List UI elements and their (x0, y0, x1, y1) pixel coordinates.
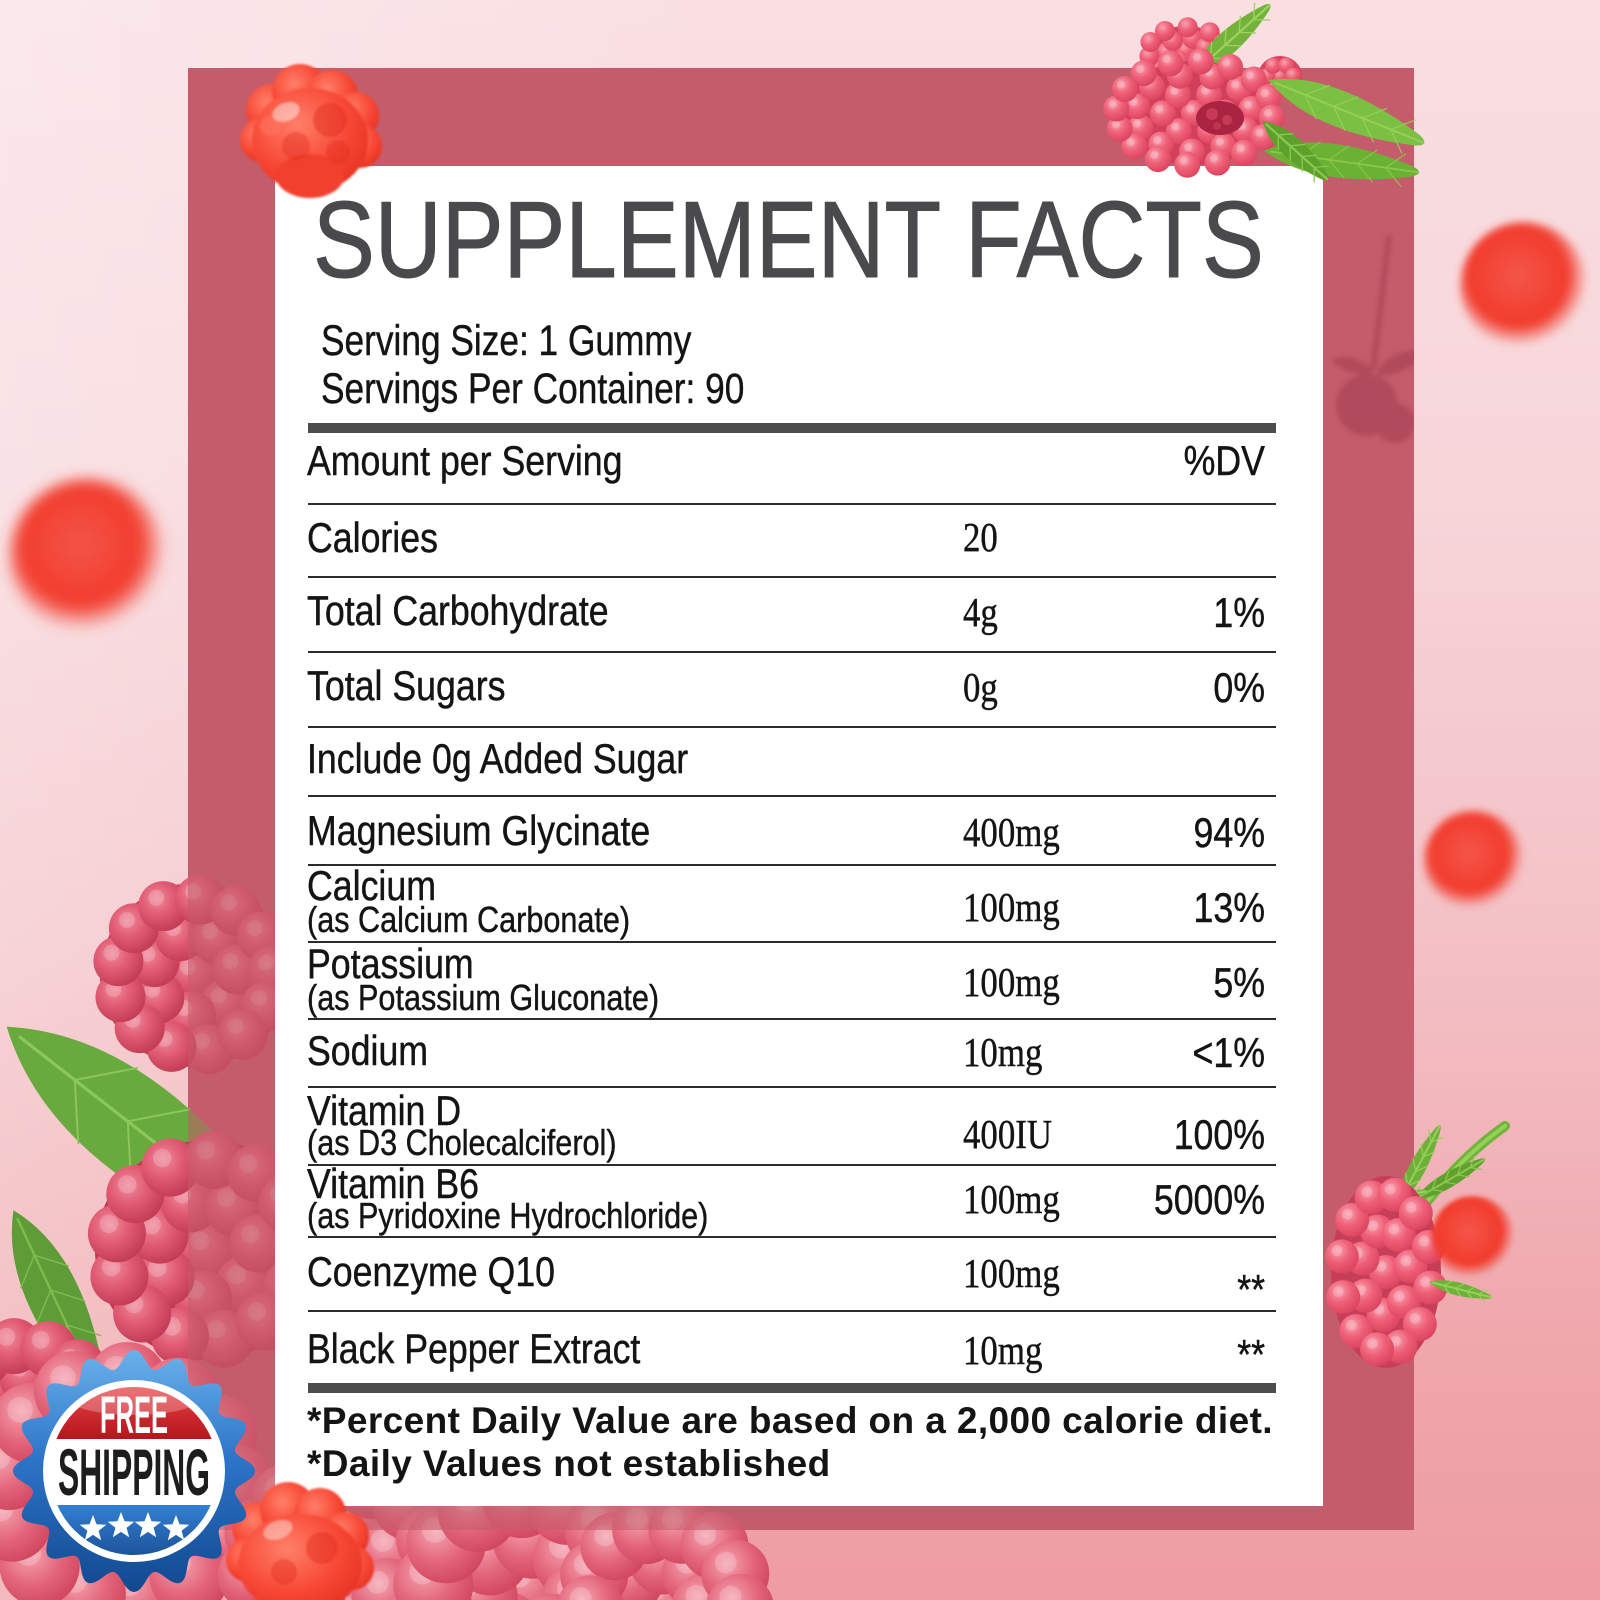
svg-text:SHIPPING: SHIPPING (58, 1435, 210, 1509)
svg-text:FREE: FREE (100, 1386, 168, 1445)
